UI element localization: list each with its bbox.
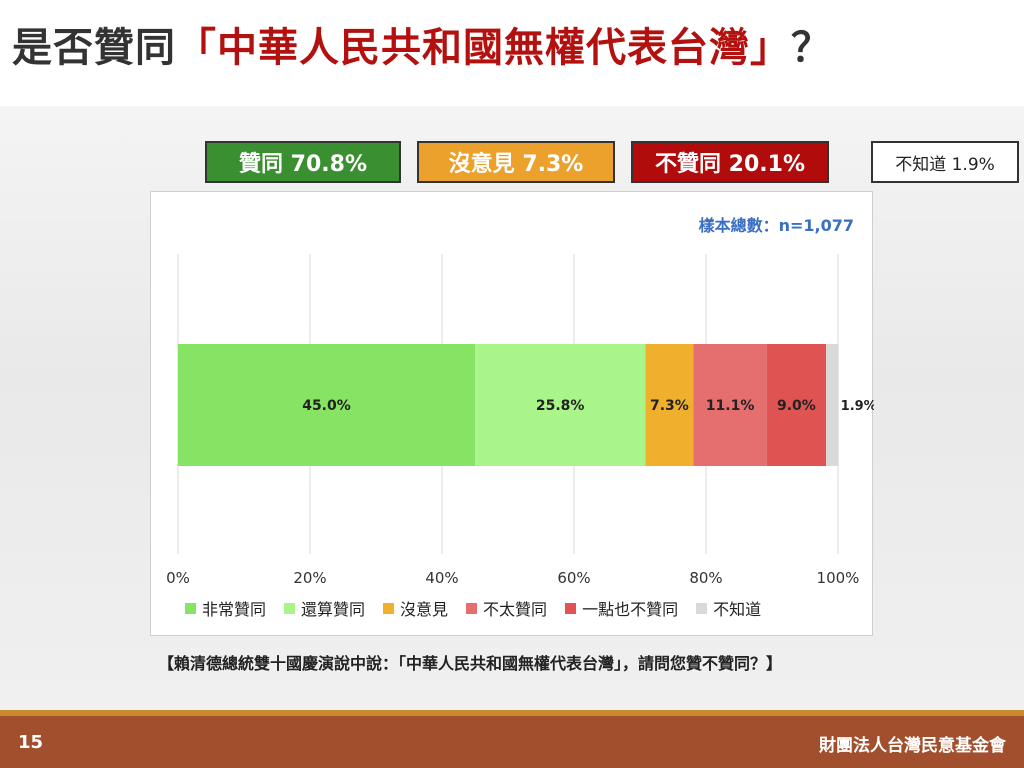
x-tick-label: 60% <box>557 569 590 587</box>
x-tick-label: 0% <box>166 569 190 587</box>
x-tick-label: 100% <box>817 569 860 587</box>
chart-legend: 非常贊同 還算贊同 沒意見 不太贊同 一點也不贊同 不知道 <box>185 596 761 620</box>
legend-swatch <box>383 602 395 614</box>
legend-label: 沒意見 <box>400 600 449 619</box>
title-quoted: 「中華人民共和國無權代表台灣」 <box>176 25 791 71</box>
legend-swatch <box>466 602 478 614</box>
legend-item: 一點也不贊同 <box>565 596 678 620</box>
legend-label: 一點也不贊同 <box>582 600 679 619</box>
legend-label: 不太贊同 <box>483 600 548 619</box>
title-bar: 是否贊同「中華人民共和國無權代表台灣」？ <box>0 0 1024 106</box>
summary-neutral: 沒意見 7.3% <box>417 141 615 183</box>
legend-item: 不知道 <box>696 596 761 620</box>
x-tick-label: 80% <box>689 569 722 587</box>
legend-item: 還算贊同 <box>284 596 365 620</box>
data-label: 11.1% <box>706 398 755 414</box>
footer-accent-line <box>0 710 1024 716</box>
legend-item: 沒意見 <box>383 596 448 620</box>
stacked-bar-chart: 0% 20% 40% 60% 80% 100% 45.0% 25.8% 7.3% 11.1% 9.0… <box>166 254 874 587</box>
legend-swatch <box>284 602 296 614</box>
data-label: 25.8% <box>536 398 585 414</box>
legend-label: 非常贊同 <box>202 600 267 619</box>
legend-item: 非常贊同 <box>185 596 266 620</box>
bar-segment <box>766 344 827 466</box>
bar-segment <box>178 344 475 466</box>
x-tick-label: 20% <box>293 569 326 587</box>
summary-disagree: 不贊同 20.1% <box>631 141 829 183</box>
sample-size: 樣本總數：n=1,077 <box>698 216 854 235</box>
title-prefix: 是否贊同 <box>12 25 176 71</box>
page-number: 15 <box>18 732 44 753</box>
bar-segment <box>475 344 646 466</box>
legend-label: 不知道 <box>713 600 762 619</box>
legend-swatch <box>696 602 708 614</box>
bar-segment <box>826 344 839 466</box>
survey-question: 【賴清德總統雙十國慶演說中說：「中華人民共和國無權代表台灣」，請問您贊不贊同？】 <box>158 654 783 673</box>
legend-swatch <box>565 602 577 614</box>
bar-segment <box>693 344 767 466</box>
summary-agree: 贊同 70.8% <box>205 141 401 183</box>
chart-frame: 樣本總數：n=1,077 0% 20% 40% 60% 80% 100% 45.0% 25.8… <box>150 191 874 636</box>
legend-swatch <box>185 602 196 614</box>
data-label: 7.3% <box>650 398 689 414</box>
data-label: 45.0% <box>302 398 351 414</box>
bar-segment <box>645 344 694 466</box>
footer-bar: 15 財團法人台灣民意基金會 <box>0 716 1024 768</box>
data-label: 9.0% <box>777 398 816 414</box>
slide-title: 是否贊同「中華人民共和國無權代表台灣」？ <box>12 22 832 74</box>
legend-label: 還算贊同 <box>301 600 366 619</box>
x-tick-label: 40% <box>425 569 458 587</box>
title-suffix: ？ <box>791 25 832 71</box>
organization-name: 財團法人台灣民意基金會 <box>819 736 1006 756</box>
data-label: 1.9% <box>841 399 874 414</box>
summary-unknown: 不知道 1.9% <box>871 141 1019 183</box>
legend-item: 不太贊同 <box>466 596 547 620</box>
